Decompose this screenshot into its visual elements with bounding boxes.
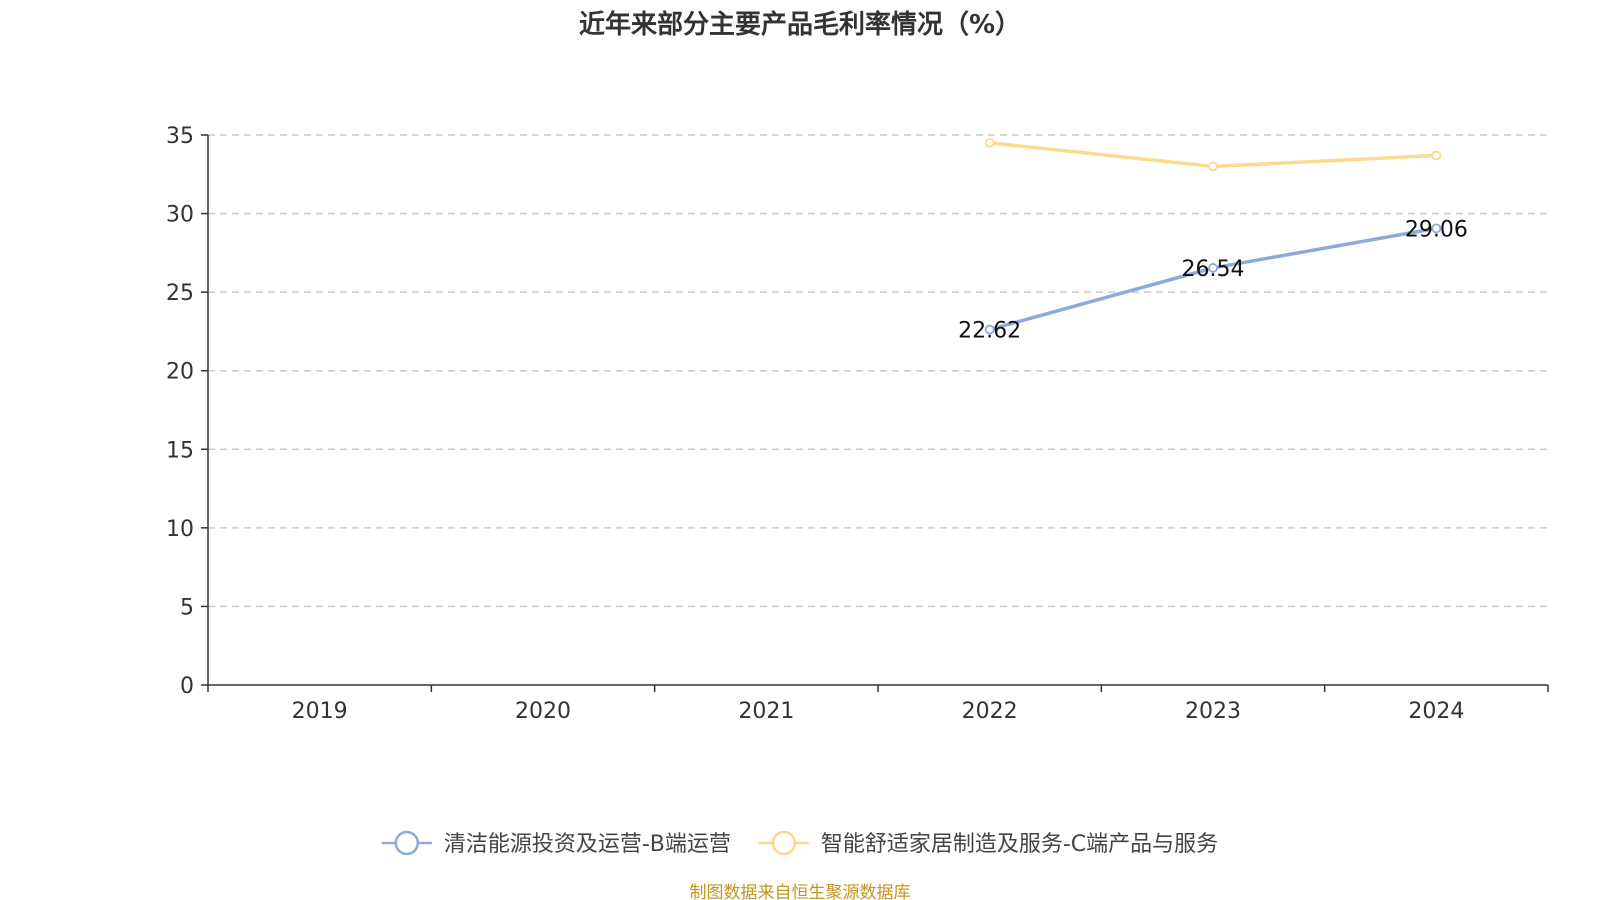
source-note: 制图数据来自恒生聚源数据库 (690, 883, 911, 900)
data-point[interactable] (1431, 150, 1442, 161)
y-tick-label: 25 (166, 281, 194, 306)
x-tick-label: 2024 (1408, 699, 1464, 724)
y-tick-label: 35 (166, 124, 194, 149)
legend-circle-symbol (771, 830, 797, 856)
series-layer: 22.62 26.54 29.06 (958, 137, 1468, 344)
y-tick-label: 20 (166, 360, 194, 385)
y-tick-label: 5 (180, 595, 194, 620)
legend-item-2[interactable]: 智能舒适家居制造及服务-C端产品与服务 (758, 830, 1218, 857)
series-1: 22.62 26.54 29.06 (958, 217, 1468, 343)
x-tick-label: 2022 (962, 699, 1018, 724)
data-point[interactable] (1208, 161, 1218, 172)
y-tick-label: 15 (166, 438, 194, 463)
x-tick-label: 2020 (515, 699, 571, 724)
data-label: 29.06 (1405, 217, 1468, 242)
data-label: 26.54 (1182, 257, 1245, 282)
data-point[interactable] (984, 137, 995, 148)
data-label: 22.62 (958, 319, 1021, 344)
data-point[interactable] (1208, 263, 1218, 273)
y-tick-label: 0 (180, 674, 194, 699)
chart-title: 近年来部分主要产品毛利率情况（%） (579, 9, 1021, 40)
data-point[interactable] (984, 324, 995, 335)
legend-label: 智能舒适家居制造及服务-C端产品与服务 (821, 832, 1218, 857)
legend[interactable]: 清洁能源投资及运营-B端运营 智能舒适家居制造及服务-C端产品与服务 (381, 830, 1218, 857)
y-tick-label: 10 (166, 517, 194, 542)
legend-circle-symbol (394, 830, 420, 856)
series-2 (984, 137, 1442, 172)
y-tick-label: 30 (166, 203, 194, 228)
legend-label: 清洁能源投资及运营-B端运营 (444, 832, 731, 857)
data-point[interactable] (1431, 223, 1442, 234)
grid-layer (208, 134, 1548, 608)
x-tick-label: 2021 (738, 699, 794, 724)
legend-item-1[interactable]: 清洁能源投资及运营-B端运营 (381, 830, 731, 857)
x-tick-label: 2019 (292, 699, 348, 724)
axis-layer: 0 5 10 15 20 25 30 35 2019 2020 2021 2022 2023 2024 (166, 124, 1549, 724)
x-tick-label: 2023 (1185, 699, 1241, 724)
